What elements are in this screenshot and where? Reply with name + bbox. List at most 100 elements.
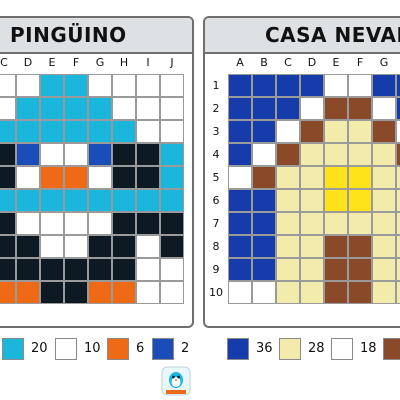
column-label: F xyxy=(356,56,364,69)
grid-cell xyxy=(16,281,40,304)
grid-cell xyxy=(276,143,300,166)
grid-cell xyxy=(300,212,324,235)
grid-cell xyxy=(88,189,112,212)
grid-cell xyxy=(40,74,64,97)
grid-cell xyxy=(64,97,88,120)
grid-cell xyxy=(276,97,300,120)
grid-cell xyxy=(300,166,324,189)
grid-cell xyxy=(88,258,112,281)
grid-cell xyxy=(252,120,276,143)
grid-cell xyxy=(396,212,400,235)
grid-cell xyxy=(40,258,64,281)
grid-cell xyxy=(16,189,40,212)
grid-cell xyxy=(64,189,88,212)
grid-cell xyxy=(40,212,64,235)
grid-cell xyxy=(372,235,396,258)
grid-cell xyxy=(228,189,252,212)
grid-cell xyxy=(396,166,400,189)
legend-count: 10 xyxy=(84,341,101,356)
grid-cell xyxy=(348,212,372,235)
grid-cell xyxy=(252,189,276,212)
grid-cell xyxy=(252,235,276,258)
grid-cell xyxy=(348,120,372,143)
column-label: B xyxy=(260,56,268,69)
grid-cell xyxy=(252,258,276,281)
grid-cell xyxy=(88,143,112,166)
grid-cell xyxy=(396,120,400,143)
grid-cell xyxy=(64,235,88,258)
snow-house-panel: CASA NEVADA A B C D E F GH 1 2 3 4 5 6 7 8 9 10 xyxy=(203,16,400,328)
grid-cell xyxy=(0,97,16,120)
legend-swatch xyxy=(331,338,353,360)
grid-cell xyxy=(396,258,400,281)
grid-cell xyxy=(324,235,348,258)
grid-cell xyxy=(300,120,324,143)
grid-cell xyxy=(300,143,324,166)
grid-cell xyxy=(40,143,64,166)
grid-cell xyxy=(160,281,184,304)
grid-cell xyxy=(300,258,324,281)
grid-cell xyxy=(0,235,16,258)
grid-cell xyxy=(276,120,300,143)
row-label: 3 xyxy=(212,125,220,138)
grid-cell xyxy=(160,235,184,258)
grid-cell xyxy=(64,166,88,189)
row-label: 8 xyxy=(212,240,220,253)
grid-cell xyxy=(0,189,16,212)
grid-cell xyxy=(16,212,40,235)
grid-cell xyxy=(252,97,276,120)
column-label: H xyxy=(396,56,400,69)
grid-cell xyxy=(88,97,112,120)
legend-count: 20 xyxy=(31,341,48,356)
grid-cell xyxy=(348,97,372,120)
grid-cell xyxy=(112,166,136,189)
grid-cell xyxy=(136,97,160,120)
grid-cell xyxy=(112,97,136,120)
grid-cell xyxy=(228,258,252,281)
grid-cell xyxy=(88,120,112,143)
grid-cell xyxy=(16,120,40,143)
grid-cell xyxy=(276,189,300,212)
grid-cell xyxy=(136,74,160,97)
grid-cell xyxy=(324,166,348,189)
grid-cell xyxy=(348,143,372,166)
grid-cell xyxy=(300,189,324,212)
grid-cell xyxy=(276,166,300,189)
column-label: I xyxy=(146,56,150,69)
grid-cell xyxy=(16,97,40,120)
row-label: 4 xyxy=(212,148,220,161)
grid-cell xyxy=(112,143,136,166)
grid-cell xyxy=(64,212,88,235)
legend-swatch xyxy=(55,338,77,360)
grid-cell xyxy=(40,281,64,304)
grid-cell xyxy=(40,189,64,212)
column-label: G xyxy=(379,56,389,69)
grid-cell xyxy=(228,281,252,304)
penguin-title: PINGÜINO xyxy=(10,23,127,47)
grid-cell xyxy=(64,258,88,281)
grid-cell xyxy=(112,281,136,304)
grid-cell xyxy=(396,235,400,258)
legend-swatch xyxy=(2,338,24,360)
row-label: 7 xyxy=(212,217,220,230)
grid-cell xyxy=(372,97,396,120)
column-label: D xyxy=(307,56,317,69)
grid-cell xyxy=(228,235,252,258)
grid-cell xyxy=(300,281,324,304)
row-label: 2 xyxy=(212,102,220,115)
penguin-panel: PINGÜINO C D E F G H I J xyxy=(0,16,194,328)
grid-cell xyxy=(0,166,16,189)
grid-cell xyxy=(396,74,400,97)
grid-cell xyxy=(64,281,88,304)
grid-cell xyxy=(0,258,16,281)
grid-cell xyxy=(64,120,88,143)
grid-cell xyxy=(16,166,40,189)
grid-cell xyxy=(348,166,372,189)
grid-cell xyxy=(372,120,396,143)
grid-cell xyxy=(136,120,160,143)
grid-cell xyxy=(136,189,160,212)
grid-cell xyxy=(136,143,160,166)
grid-cell xyxy=(396,189,400,212)
grid-cell xyxy=(396,143,400,166)
legend-swatch xyxy=(279,338,301,360)
